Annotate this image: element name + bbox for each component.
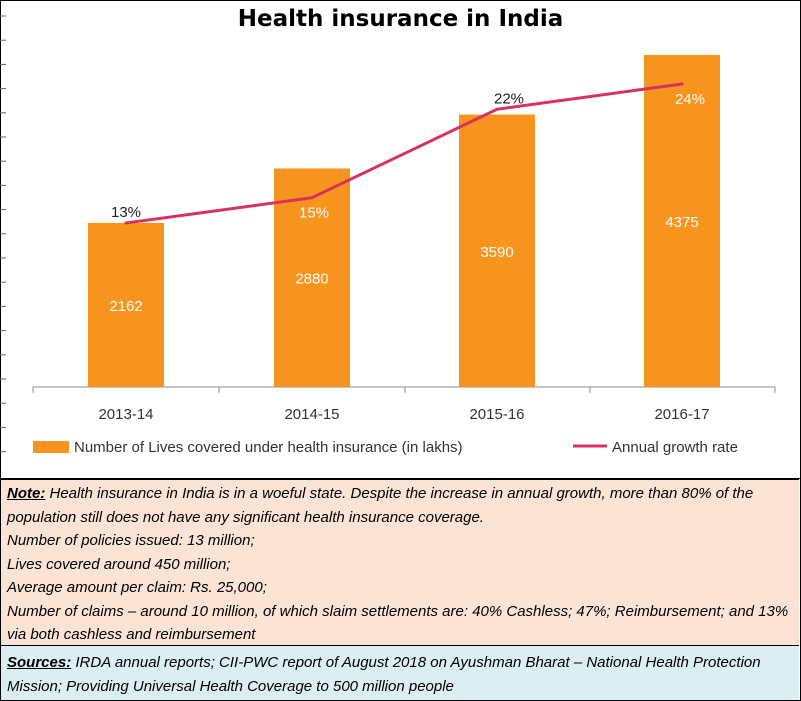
chart-canvas: 2162 2013-14 2880 2014-15 3590 2015-16 4375 201… — [0, 15, 801, 479]
legend-label-bars: Number of Lives covered under health ins… — [74, 439, 463, 456]
sources-label: Sources: — [7, 654, 72, 671]
bar-value-label: 2880 — [295, 271, 328, 288]
sources-text: IRDA annual reports; CII-PWC report of A… — [7, 654, 761, 695]
bar — [644, 55, 720, 387]
growth-line — [125, 82, 683, 225]
legend-swatch-bars — [33, 441, 69, 453]
bar-value-label: 3590 — [480, 244, 513, 261]
growth-label: 15% — [299, 205, 329, 222]
note-label: Note: — [7, 485, 46, 502]
x-tick-label: 2015-16 — [469, 406, 524, 423]
note-line: Average amount per claim: Rs. 25,000; — [7, 579, 267, 596]
x-tick-label: 2016-17 — [654, 406, 709, 423]
legend-label-line: Annual growth rate — [612, 439, 738, 456]
growth-point — [495, 107, 499, 111]
bar-value-label: 2162 — [109, 298, 142, 315]
growth-point — [680, 82, 684, 86]
bar — [88, 222, 164, 387]
growth-label: 22% — [494, 90, 524, 107]
x-tick-label: 2013-14 — [98, 406, 153, 423]
bar-value-label: 4375 — [665, 214, 698, 231]
bar — [459, 114, 535, 387]
note-line: Lives covered around 450 million; — [7, 555, 231, 573]
note-line: Number of claims – around 10 million, of… — [7, 602, 789, 644]
sources-box: Sources: IRDA annual reports; CII-PWC re… — [1, 646, 799, 700]
note-box: Note: Health insurance in India is in a … — [1, 479, 799, 646]
growth-point — [124, 221, 128, 225]
x-tick-label: 2014-15 — [284, 406, 339, 423]
growth-label: 13% — [111, 204, 141, 221]
growth-point — [310, 196, 314, 200]
growth-label: 24% — [675, 91, 705, 108]
bar — [274, 168, 350, 387]
note-line: Number of policies issued: 13 million; — [7, 532, 255, 549]
note-text: Health insurance in India is in a woeful… — [7, 485, 754, 526]
chart-title: Health insurance in India — [237, 6, 564, 32]
